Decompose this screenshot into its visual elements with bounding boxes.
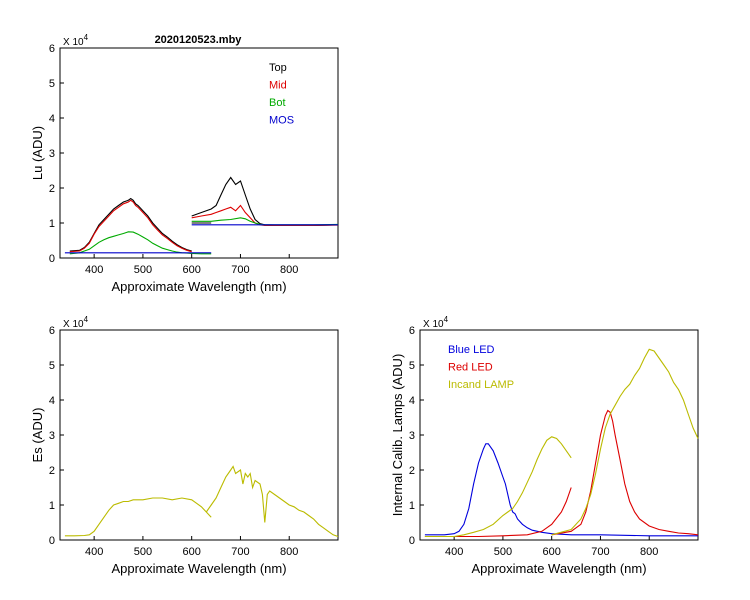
lu-y-tick-label: 5 [49,78,55,90]
lu-series-top [69,197,192,252]
es-x-tick-label: 600 [183,546,201,558]
lu-legend-top: Top [269,62,287,74]
lu-x-tick-label: 400 [85,264,103,276]
es-y-tick-label: 2 [49,465,55,477]
es-y-tick-label: 0 [49,535,55,547]
calib-x-ticks: 400 500 600 700 800 [445,536,658,558]
calib-legend-incand-lamp: Incand LAMP [448,379,514,391]
calib-x-axis-label: Approximate Wavelength (nm) [471,561,646,576]
lu-series-group [64,176,339,255]
lu-series-top [191,176,339,226]
es-y-tick-label: 3 [49,430,55,442]
calib-x-tick-label: 700 [591,546,609,558]
es-x-ticks: 400 500 600 700 800 [85,536,298,558]
calib-series-red-led [551,409,699,536]
lu-series-mid [69,199,192,253]
es-y-axis-label: Es (ADU) [30,408,45,463]
es-y-tick-label: 5 [49,360,55,372]
es-y-multiplier: X 104 [63,315,89,330]
lu-x-tick-label: 700 [231,264,249,276]
lu-y-tick-label: 4 [49,113,55,125]
calib-y-tick-label: 6 [409,325,415,337]
calib-x-tick-label: 600 [543,546,561,558]
es-x-tick-label: 800 [280,546,298,558]
lu-series-mid [191,204,339,226]
calib-series-incand-lamp [424,436,572,538]
lu-plot-frame [59,47,339,259]
es-panel: X 104 400 500 600 700 800 0 1 2 3 4 5 6 Approximat… [30,315,339,576]
es-y-tick-label: 4 [49,395,55,407]
calib-panel: X 104 400 500 600 700 800 0 1 2 3 4 5 6 Approximat… [390,315,699,576]
es-y-tick-label: 6 [49,325,55,337]
lu-y-tick-label: 6 [49,43,55,55]
es-x-tick-label: 700 [231,546,249,558]
lu-series-bot [191,217,339,226]
calib-series-group [424,348,699,538]
calib-y-tick-label: 1 [409,500,415,512]
lu-legend-bot: Bot [269,97,286,109]
calib-y-tick-label: 0 [409,535,415,547]
calib-y-tick-label: 5 [409,360,415,372]
lu-y-tick-label: 3 [49,148,55,160]
calib-y-ticks: 0 1 2 3 4 5 6 [409,325,424,547]
calib-x-tick-label: 500 [494,546,512,558]
es-series-es [205,465,339,538]
calib-y-tick-label: 3 [409,430,415,442]
calib-x-tick-label: 800 [640,546,658,558]
calib-series-red-led [424,487,572,538]
calib-y-axis-label: Internal Calib. Lamps (ADU) [390,354,405,517]
lu-y-axis-label: Lu (ADU) [30,126,45,180]
es-x-axis-label: Approximate Wavelength (nm) [111,561,286,576]
es-y-tick-label: 1 [49,500,55,512]
lu-y-ticks: 0 1 2 3 4 5 6 [49,43,64,265]
lu-y-tick-label: 2 [49,183,55,195]
lu-x-axis-label: Approximate Wavelength (nm) [111,279,286,294]
calib-series-incand-lamp [551,348,699,536]
es-series-es [64,497,212,537]
lu-x-tick-label: 600 [183,264,201,276]
es-series-group [64,465,339,538]
lu-legend-mos: MOS [269,115,294,127]
lu-legend: Top Mid Bot MOS [269,62,294,127]
calib-legend: Blue LED Red LED Incand LAMP [448,344,514,391]
lu-x-tick-label: 800 [280,264,298,276]
calib-y-tick-label: 2 [409,465,415,477]
es-y-ticks: 0 1 2 3 4 5 6 [49,325,64,547]
calib-legend-blue-led: Blue LED [448,344,495,356]
calib-y-multiplier: X 104 [423,315,449,330]
lu-panel: 2020120523.mby X 104 400 500 600 700 800 0 1 2… [30,33,339,294]
calib-series-blue-led [424,443,698,537]
lu-x-ticks: 400 500 600 700 800 [85,254,298,276]
lu-y-tick-label: 1 [49,218,55,230]
es-x-tick-label: 500 [134,546,152,558]
lu-y-multiplier: X 104 [63,33,89,48]
lu-y-tick-label: 0 [49,253,55,265]
calib-y-tick-label: 4 [409,395,415,407]
lu-legend-mid: Mid [269,80,287,92]
es-x-tick-label: 400 [85,546,103,558]
calib-legend-red-led: Red LED [448,362,493,374]
lu-chart-title: 2020120523.mby [155,34,243,46]
calib-x-tick-label: 400 [445,546,463,558]
lu-x-tick-label: 500 [134,264,152,276]
